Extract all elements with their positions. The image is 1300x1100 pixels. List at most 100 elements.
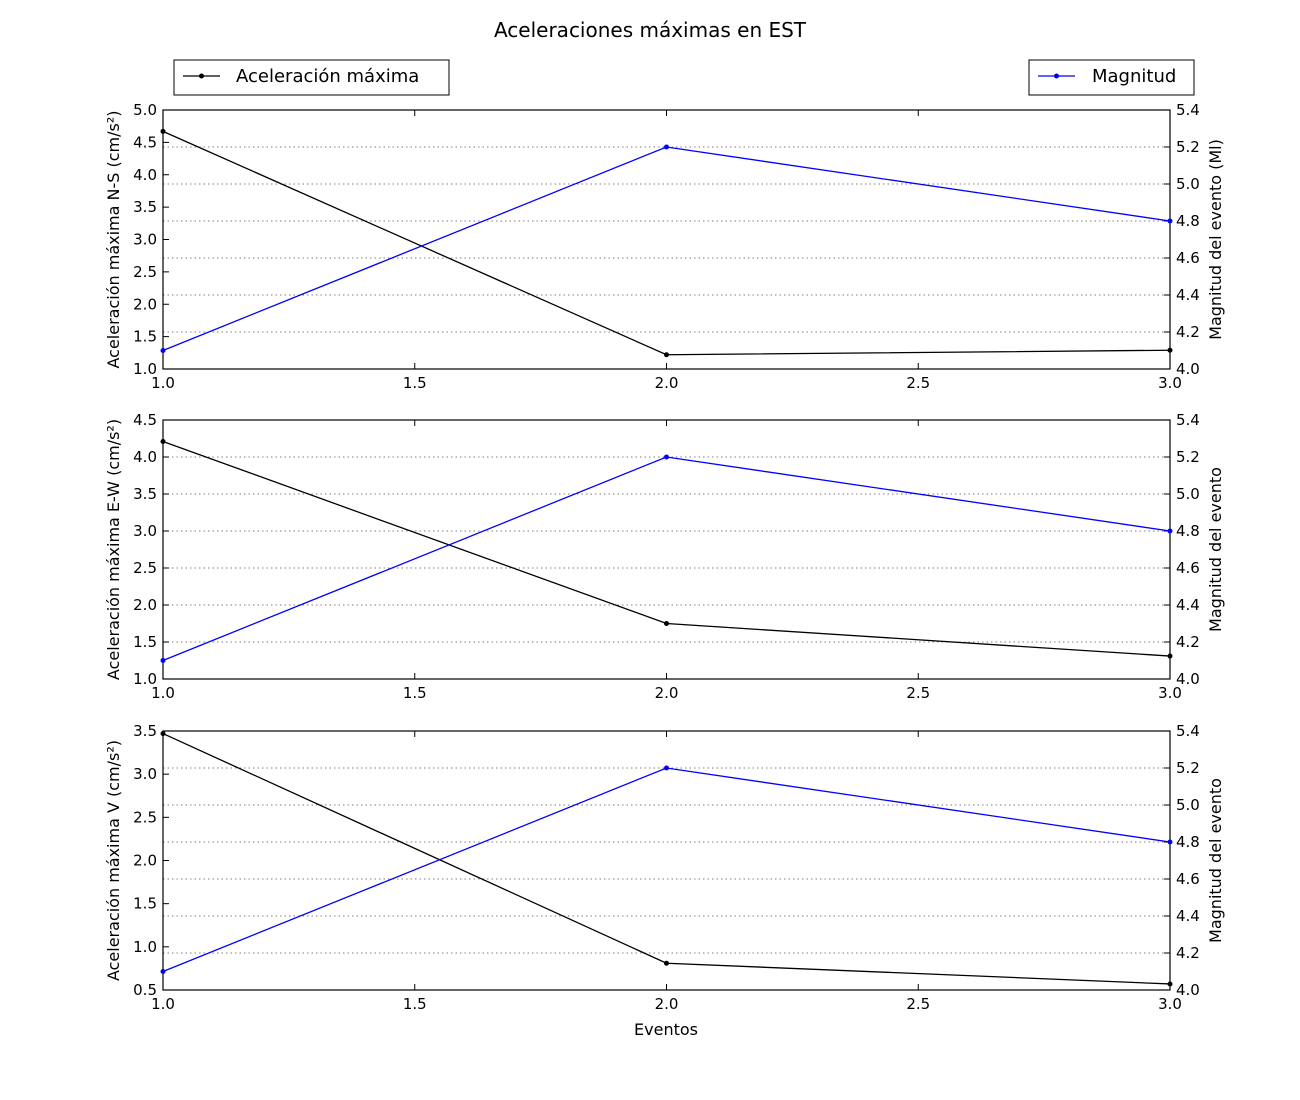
y2-tick-label: 4.4 [1176,596,1200,614]
data-point [664,352,669,358]
data-point [160,969,166,974]
y-tick-label: 3.0 [133,765,157,783]
data-point [1167,981,1173,987]
x-tick-label: 1.0 [151,995,175,1013]
y2-tick-label: 5.4 [1176,722,1200,740]
x-tick-label: 1.0 [151,684,175,702]
y2-tick-label: 4.0 [1176,360,1200,378]
y2-tick-label: 4.2 [1176,944,1200,962]
x-tick-label: 1.5 [403,374,427,392]
y-tick-label: 4.5 [133,411,157,429]
series-line-magnitud [162,456,1171,662]
data-point [1167,218,1173,224]
y-tick-label: 2.5 [133,263,157,281]
y-axis-label: Aceleración máxima V (cm/s²) [104,740,123,981]
y-tick-label: 2.0 [133,852,157,870]
series-line-magnitud [162,146,1171,352]
y2-tick-label: 4.2 [1176,633,1200,651]
y-tick-label: 4.0 [133,166,157,184]
x-axis-label: Eventos [634,1020,698,1039]
subplot-1: 1.0 1.5 2.0 2.5 3.0 1.0 1.5 2.0 2.5 3.0 3.5 4.0 4.5 5… [104,101,1225,392]
y-axis-label: Aceleración máxima E-W (cm/s²) [104,419,123,680]
y-tick-label: 2.5 [133,808,157,826]
y-tick-label: 1.0 [133,938,157,956]
y2-tick-label: 4.2 [1176,323,1200,341]
y2-tick-label: 4.0 [1176,670,1200,688]
chart-title: Aceleraciones máximas en EST [494,18,807,42]
y2-tick-label: 5.2 [1176,448,1200,466]
y-tick-label: 0.5 [133,981,157,999]
y2-tick-label: 5.0 [1176,175,1200,193]
data-point [1167,528,1173,534]
y-tick-label: 3.5 [133,485,157,503]
y2-tick-label: 4.8 [1176,212,1200,230]
y2-tick-label: 5.2 [1176,138,1200,156]
data-point [160,731,166,737]
y-tick-label: 3.0 [133,231,157,249]
data-point [160,128,166,134]
y-tick-label: 4.5 [133,133,157,151]
y2-tick-label: 4.6 [1176,249,1200,267]
x-tick-label: 1.5 [403,684,427,702]
subplot-2: 1.0 1.5 2.0 2.5 3.0 1.0 1.5 2.0 2.5 3.0 3.5 4.0 4.5 4… [104,411,1225,702]
data-point [160,438,166,444]
y-tick-label: 2.0 [133,596,157,614]
data-point [664,960,669,966]
y2-tick-label: 4.8 [1176,833,1200,851]
y2-tick-label: 5.4 [1176,411,1200,429]
x-tick-label: 2.5 [906,995,930,1013]
y-tick-label: 1.5 [133,633,157,651]
legend-right: Magnitud [1028,59,1195,96]
x-tick-label: 3.0 [1158,995,1182,1013]
legend-left: Aceleración máxima [173,59,450,96]
legend-left-marker [199,73,204,79]
y-tick-label: 1.0 [133,360,157,378]
y2-tick-label: 4.6 [1176,559,1200,577]
data-point [664,621,669,626]
y-axis-label: Aceleración máxima N-S (cm/s²) [104,110,123,368]
x-tick-label: 2.0 [655,684,679,702]
y-tick-label: 3.5 [133,198,157,216]
legend-right-marker [1054,73,1059,79]
legend-right-label: Magnitud [1092,66,1176,87]
data-point [1167,347,1173,353]
legend-left-frame [173,59,450,96]
data-point [664,144,669,150]
y-tick-label: 3.5 [133,722,157,740]
y2-tick-label: 5.0 [1176,796,1200,814]
y2-tick-label: 5.4 [1176,101,1200,119]
y-tick-label: 1.5 [133,328,157,346]
y2-tick-label: 4.8 [1176,522,1200,540]
series-line-aceleracion [162,130,1171,356]
series-line-aceleracion [162,732,1171,985]
x-tick-label: 3.0 [1158,684,1182,702]
y2-tick-label: 5.0 [1176,485,1200,503]
data-point [664,765,669,771]
y-tick-label: 5.0 [133,101,157,119]
series-line-magnitud [162,767,1171,973]
x-tick-label: 1.5 [403,995,427,1013]
y2-axis-label: Magnitud del evento [1206,467,1225,632]
x-tick-label: 2.0 [655,995,679,1013]
subplots: 1.0 1.5 2.0 2.5 3.0 1.0 1.5 2.0 2.5 3.0 3.5 4.0 4.5 5… [104,101,1225,1013]
y2-axis-label: Magnitud del evento [1206,778,1225,943]
x-tick-label: 1.0 [151,374,175,392]
y-tick-label: 1.0 [133,670,157,688]
x-tick-label: 3.0 [1158,374,1182,392]
y2-tick-label: 5.2 [1176,759,1200,777]
y-tick-label: 2.5 [133,559,157,577]
y-tick-label: 3.0 [133,522,157,540]
x-tick-label: 2.5 [906,684,930,702]
y2-tick-label: 4.4 [1176,907,1200,925]
data-point [1167,653,1173,659]
y-tick-label: 4.0 [133,448,157,466]
y2-tick-label: 4.0 [1176,981,1200,999]
subplot-3: 1.0 1.5 2.0 2.5 3.00.51.01.52.02.53.03.54.04… [104,722,1225,1013]
x-tick-label: 2.5 [906,374,930,392]
y-tick-label: 2.0 [133,295,157,313]
y2-axis-label: Magnitud del evento (Ml) [1206,139,1225,340]
y2-tick-label: 4.4 [1176,286,1200,304]
data-point [160,348,166,353]
data-point [664,454,669,460]
